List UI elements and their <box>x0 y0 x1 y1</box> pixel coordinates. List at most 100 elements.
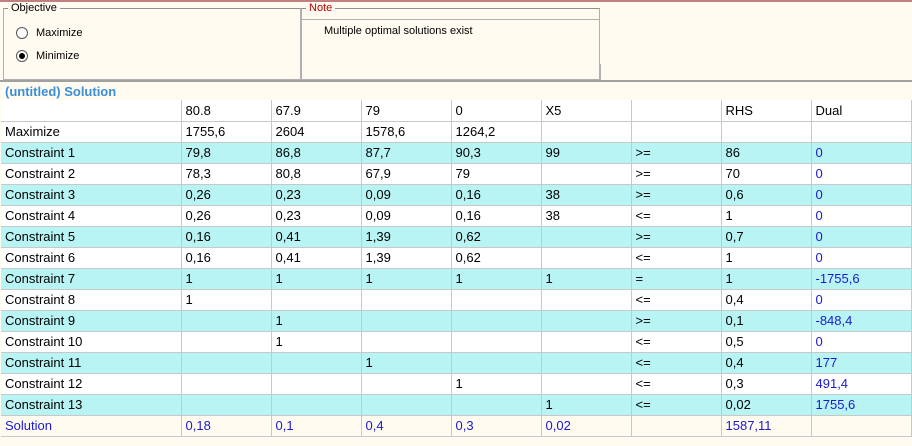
grid-cell[interactable]: 78,3 <box>181 163 272 185</box>
grid-cell[interactable]: 0,02 <box>721 394 812 416</box>
grid-cell[interactable]: 0,5 <box>721 331 812 353</box>
grid-cell[interactable] <box>631 415 722 437</box>
grid-cell[interactable]: >= <box>631 184 722 206</box>
grid-cell[interactable]: 0,3 <box>451 415 542 437</box>
grid-cell[interactable]: 0,1 <box>721 310 812 332</box>
grid-cell[interactable] <box>271 352 362 374</box>
grid-cell[interactable]: 79,8 <box>181 142 272 164</box>
grid-cell[interactable]: 0,16 <box>451 205 542 227</box>
grid-cell[interactable]: 1755,6 <box>181 121 272 143</box>
grid-cell[interactable] <box>361 394 452 416</box>
grid-cell[interactable]: 1587,11 <box>721 415 812 437</box>
grid-cell[interactable] <box>541 373 632 395</box>
grid-cell[interactable]: 0,41 <box>271 247 362 269</box>
grid-cell[interactable]: = <box>631 268 722 290</box>
grid-cell[interactable]: 0,16 <box>181 247 272 269</box>
grid-cell[interactable]: 0,26 <box>181 184 272 206</box>
grid-cell[interactable]: 1578,6 <box>361 121 452 143</box>
grid-cell[interactable]: 177 <box>811 352 912 374</box>
grid-cell[interactable]: 0,23 <box>271 184 362 206</box>
row-label-cell[interactable]: Constraint 3 <box>1 184 182 206</box>
grid-cell[interactable] <box>361 310 452 332</box>
grid-cell[interactable]: 1 <box>541 268 632 290</box>
grid-cell[interactable]: 0,62 <box>451 226 542 248</box>
row-label-cell[interactable]: Constraint 8 <box>1 289 182 311</box>
grid-cell[interactable]: 0,3 <box>721 373 812 395</box>
row-label-cell[interactable]: Constraint 5 <box>1 226 182 248</box>
grid-cell[interactable]: 0,16 <box>451 184 542 206</box>
grid-cell[interactable] <box>451 394 542 416</box>
grid-cell[interactable] <box>181 394 272 416</box>
grid-cell[interactable]: 79 <box>451 163 542 185</box>
grid-cell[interactable]: 1 <box>271 331 362 353</box>
grid-cell[interactable] <box>451 352 542 374</box>
maximize-radio[interactable]: Maximize <box>16 25 82 41</box>
grid-cell[interactable]: 1264,2 <box>451 121 542 143</box>
grid-cell[interactable] <box>361 289 452 311</box>
grid-cell[interactable] <box>541 163 632 185</box>
grid-cell[interactable]: 0 <box>451 100 542 122</box>
grid-cell[interactable]: 1 <box>181 289 272 311</box>
grid-cell[interactable]: 0,41 <box>271 226 362 248</box>
grid-cell[interactable] <box>361 373 452 395</box>
grid-cell[interactable]: 80.8 <box>181 100 272 122</box>
grid-cell[interactable]: 87,7 <box>361 142 452 164</box>
grid-cell[interactable]: -1755,6 <box>811 268 912 290</box>
grid-cell[interactable]: <= <box>631 331 722 353</box>
grid-cell[interactable]: 0,16 <box>181 226 272 248</box>
row-label-cell[interactable]: Constraint 1 <box>1 142 182 164</box>
grid-cell[interactable]: <= <box>631 247 722 269</box>
row-label-cell[interactable]: Constraint 11 <box>1 352 182 374</box>
grid-cell[interactable] <box>181 310 272 332</box>
grid-cell[interactable]: 1 <box>541 394 632 416</box>
grid-cell[interactable]: <= <box>631 289 722 311</box>
grid-cell[interactable] <box>541 310 632 332</box>
grid-cell[interactable]: 0 <box>811 163 912 185</box>
grid-cell[interactable] <box>181 331 272 353</box>
grid-cell[interactable]: 1 <box>451 268 542 290</box>
grid-cell[interactable]: X5 <box>541 100 632 122</box>
grid-cell[interactable]: 38 <box>541 184 632 206</box>
grid-cell[interactable] <box>541 331 632 353</box>
grid-cell[interactable]: <= <box>631 373 722 395</box>
grid-cell[interactable] <box>811 121 912 143</box>
grid-cell[interactable]: 0 <box>811 142 912 164</box>
solution-grid[interactable]: 80.8 67.9 79 0 X5 RHS Dual Maximize 1755,6 2604 15… <box>1 100 912 437</box>
grid-cell[interactable] <box>541 247 632 269</box>
grid-cell[interactable]: >= <box>631 226 722 248</box>
grid-cell[interactable]: 1,39 <box>361 226 452 248</box>
grid-cell[interactable]: 1 <box>361 268 452 290</box>
grid-cell[interactable]: 67,9 <box>361 163 452 185</box>
row-label-cell[interactable]: Solution <box>1 415 182 437</box>
grid-cell[interactable]: 1755,6 <box>811 394 912 416</box>
grid-cell[interactable]: 1 <box>721 268 812 290</box>
grid-cell[interactable] <box>181 373 272 395</box>
grid-cell[interactable]: 0,4 <box>721 352 812 374</box>
grid-cell[interactable]: 0,26 <box>181 205 272 227</box>
grid-cell[interactable]: RHS <box>721 100 812 122</box>
grid-cell[interactable]: 2604 <box>271 121 362 143</box>
grid-cell[interactable]: 0,1 <box>271 415 362 437</box>
row-label-cell[interactable]: Maximize <box>1 121 182 143</box>
row-label-cell[interactable]: Constraint 2 <box>1 163 182 185</box>
grid-cell[interactable]: 80,8 <box>271 163 362 185</box>
grid-cell[interactable]: 1 <box>271 310 362 332</box>
row-label-cell[interactable]: Constraint 13 <box>1 394 182 416</box>
grid-cell[interactable]: 0 <box>811 247 912 269</box>
grid-cell[interactable]: 79 <box>361 100 452 122</box>
grid-cell[interactable]: 0 <box>811 226 912 248</box>
grid-cell[interactable]: 0 <box>811 331 912 353</box>
grid-cell[interactable] <box>721 121 812 143</box>
grid-cell[interactable]: 0,02 <box>541 415 632 437</box>
grid-cell[interactable] <box>361 331 452 353</box>
row-label-cell[interactable] <box>1 100 182 122</box>
row-label-cell[interactable]: Constraint 12 <box>1 373 182 395</box>
grid-cell[interactable]: 0,62 <box>451 247 542 269</box>
grid-cell[interactable]: 1,39 <box>361 247 452 269</box>
grid-cell[interactable]: 0,6 <box>721 184 812 206</box>
grid-cell[interactable]: 1 <box>721 247 812 269</box>
grid-cell[interactable]: 0 <box>811 289 912 311</box>
grid-cell[interactable]: 491,4 <box>811 373 912 395</box>
grid-cell[interactable]: 0 <box>811 205 912 227</box>
grid-cell[interactable]: 90,3 <box>451 142 542 164</box>
